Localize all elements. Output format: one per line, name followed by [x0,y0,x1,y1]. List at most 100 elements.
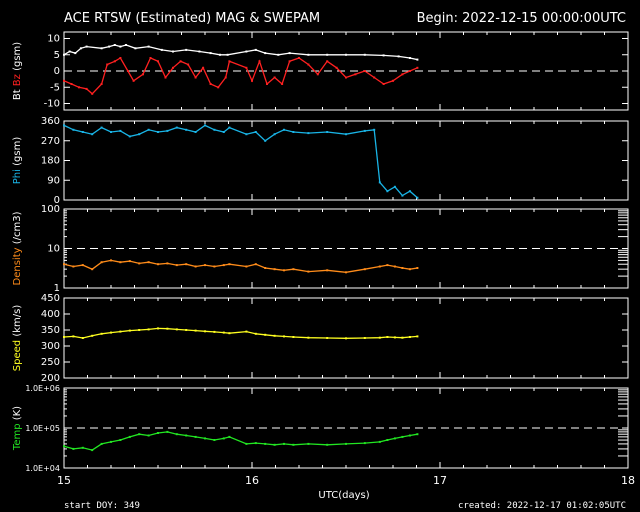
data-point [226,53,229,56]
data-point [70,83,73,85]
data-point [106,63,109,66]
data-point [326,53,329,56]
y-tick-label: 1.0E+06 [25,384,60,393]
data-point [307,442,310,445]
data-point [345,53,347,56]
y-tick-label: 400 [41,309,60,320]
data-point [408,190,411,193]
data-point [401,194,404,197]
y-tick-label: 0 [54,66,60,77]
data-point [245,442,248,445]
data-point [386,264,389,267]
data-point [110,259,112,262]
data-point [128,135,131,138]
data-point [147,328,150,331]
y-axis-label: Bt Bz (gsm) [12,42,23,100]
y-tick-label: 360 [41,116,60,127]
data-point [283,442,285,445]
data-point [147,434,150,437]
data-point [251,79,253,82]
data-point [204,330,206,333]
data-point [63,445,65,448]
data-point [204,124,206,127]
data-point [213,330,216,333]
data-point [378,181,381,184]
data-point [110,131,112,133]
data-point [386,336,389,338]
data-point [307,336,310,339]
y-tick-label: 100 [41,204,60,215]
data-point [128,329,131,332]
data-point [185,329,188,331]
data-point [172,66,174,69]
data-point [119,261,122,264]
x-axis: 15 16 17 18 [57,474,635,487]
y-tick-label: 250 [41,357,60,368]
data-point [288,52,291,55]
y-axis-label: Temp (K) [12,406,23,451]
data-point [134,47,137,50]
data-point [157,432,159,434]
series-line-phi-0 [63,124,418,199]
data-point [128,435,131,438]
data-point [283,335,285,338]
data-point [166,327,169,330]
data-point [91,268,94,271]
panel-frame [63,120,629,201]
data-point [224,76,227,79]
data-point [222,331,225,334]
data-point [119,45,122,48]
data-point [81,131,84,133]
y-axis-label-part: Phi [12,169,23,184]
y-tick-label: 300 [41,341,60,352]
data-point [254,48,257,51]
x-tick-label: 18 [621,474,635,487]
data-point [245,50,248,53]
data-point [416,196,419,199]
data-point [179,60,182,63]
data-point [307,132,310,135]
data-point [119,330,122,333]
data-point [273,268,276,271]
data-point [363,268,366,271]
data-point [81,446,84,449]
y-axis-label-part: (gsm) [12,42,23,74]
data-point [138,262,141,265]
start-doy: start DOY: 349 [64,501,140,511]
data-point [157,131,159,133]
data-point [119,439,122,441]
y-tick-label: 0 [54,195,60,206]
data-point [264,52,267,55]
data-point [194,131,197,133]
series-line-speed-0 [63,327,418,339]
data-point [245,265,248,268]
data-point [254,442,257,445]
data-point [273,443,276,446]
y-axis-label-part: Bz [12,74,23,89]
data-point [78,86,80,89]
data-point [172,50,174,53]
data-point [125,44,127,46]
data-point [100,332,103,335]
data-point [138,433,141,436]
data-point [166,430,169,433]
data-point [273,133,276,136]
data-point [194,76,197,79]
data-point [264,442,267,445]
data-point [128,260,131,263]
data-point [132,79,135,82]
data-point [408,336,411,338]
data-point [382,83,385,85]
data-point [378,265,381,268]
data-point [373,76,376,79]
data-point [194,265,197,268]
data-point [204,264,206,267]
data-point [79,47,82,50]
data-point [307,63,310,66]
data-point [401,73,404,76]
data-point [281,83,284,85]
data-point [307,53,310,56]
data-point [157,60,159,63]
series-line-mag-0 [63,44,418,61]
